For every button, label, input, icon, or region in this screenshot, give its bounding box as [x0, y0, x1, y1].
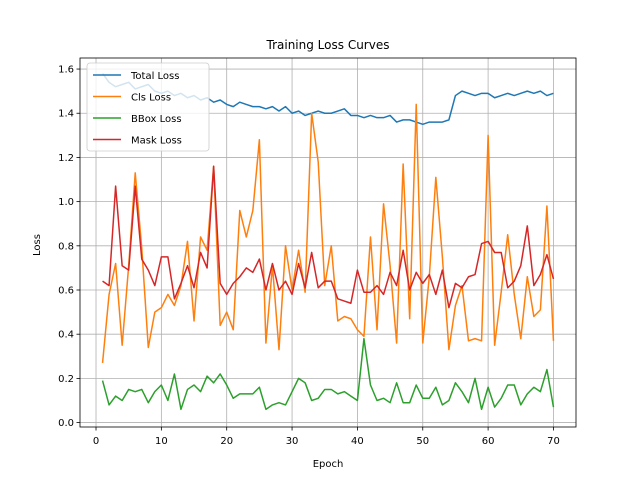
series-line-cls-loss	[101, 103, 555, 363]
y-tick-label: 1.0	[58, 197, 74, 208]
y-tick-label: 1.2	[58, 153, 74, 164]
x-tick-label: 60	[482, 436, 495, 447]
y-tick-label: 0.2	[58, 374, 74, 385]
series-line-mask-loss	[102, 165, 555, 309]
y-tick-label: 0.0	[58, 418, 74, 429]
x-tick-label: 0	[93, 436, 99, 447]
chart-title: Training Loss Curves	[266, 38, 390, 52]
x-tick-label: 50	[416, 436, 429, 447]
plot-area-frame	[79, 57, 577, 428]
y-axis-label: Loss	[32, 234, 43, 256]
axis-ticks: 0 10 20 30 40 50 60 70 0.0 0.2 0.4 0.6 0.8 1.0 1.2 1.4 1…	[58, 65, 560, 447]
x-tick-label: 10	[155, 436, 168, 447]
x-tick-label: 20	[220, 436, 233, 447]
x-axis-label: Epoch	[313, 459, 344, 470]
x-tick-label: 30	[286, 436, 299, 447]
series-line-bbox-loss	[101, 337, 555, 411]
legend-label-bbox-loss: BBox Loss	[131, 114, 182, 125]
y-tick-label: 0.4	[58, 330, 74, 341]
y-tick-label: 1.6	[58, 65, 74, 76]
legend-label-cls-loss: Cls Loss	[131, 93, 171, 104]
x-tick-label: 70	[547, 436, 560, 447]
y-tick-label: 0.8	[58, 241, 74, 252]
legend-box	[86, 62, 210, 152]
y-tick-label: 1.4	[58, 109, 74, 120]
grid-lines	[80, 58, 576, 427]
legend-label-mask-loss: Mask Loss	[131, 136, 182, 147]
y-tick-label: 0.6	[58, 286, 74, 297]
x-tick-label: 40	[351, 436, 364, 447]
legend: Total Loss Cls Loss BBox Loss Mask Loss	[86, 62, 210, 152]
legend-label-total-loss: Total Loss	[130, 71, 179, 82]
